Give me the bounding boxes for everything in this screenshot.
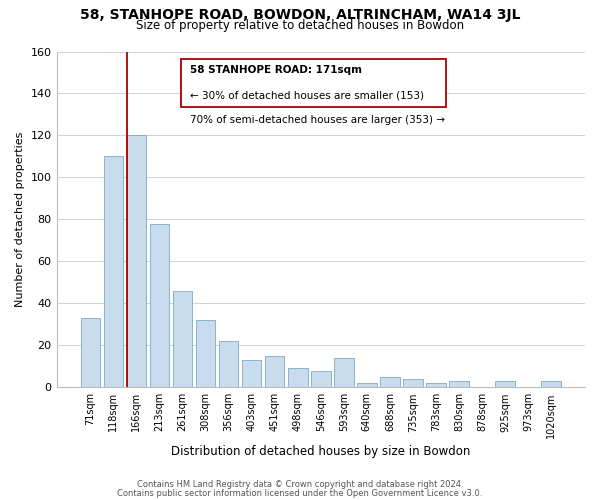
Bar: [80, 318, 100, 388]
Y-axis label: Number of detached properties: Number of detached properties: [15, 132, 25, 307]
Text: Contains HM Land Registry data © Crown copyright and database right 2024.: Contains HM Land Registry data © Crown c…: [137, 480, 463, 489]
Bar: [403, 379, 423, 388]
Text: Contains public sector information licensed under the Open Government Licence v3: Contains public sector information licen…: [118, 488, 482, 498]
Bar: [496, 381, 515, 388]
Bar: [288, 368, 308, 388]
Bar: [104, 156, 123, 388]
Bar: [357, 383, 377, 388]
Text: 58 STANHOPE ROAD: 171sqm
← 30% of detached houses are smaller (153)
70% of semi-: 58 STANHOPE ROAD: 171sqm ← 30% of detach…: [186, 64, 441, 102]
Bar: [334, 358, 353, 388]
Bar: [541, 381, 561, 388]
Bar: [149, 224, 169, 388]
Text: Size of property relative to detached houses in Bowdon: Size of property relative to detached ho…: [136, 19, 464, 32]
Bar: [311, 370, 331, 388]
X-axis label: Distribution of detached houses by size in Bowdon: Distribution of detached houses by size …: [171, 444, 470, 458]
Text: 58, STANHOPE ROAD, BOWDON, ALTRINCHAM, WA14 3JL: 58, STANHOPE ROAD, BOWDON, ALTRINCHAM, W…: [80, 8, 520, 22]
Bar: [196, 320, 215, 388]
Bar: [173, 291, 193, 388]
Text: ← 30% of detached houses are smaller (153): ← 30% of detached houses are smaller (15…: [190, 90, 424, 100]
Bar: [242, 360, 262, 388]
Bar: [380, 377, 400, 388]
Bar: [265, 356, 284, 388]
Text: 70% of semi-detached houses are larger (353) →: 70% of semi-detached houses are larger (…: [190, 116, 445, 126]
Bar: [426, 383, 446, 388]
Bar: [219, 341, 238, 388]
Bar: [449, 381, 469, 388]
Text: 58 STANHOPE ROAD: 171sqm: 58 STANHOPE ROAD: 171sqm: [190, 65, 362, 75]
Bar: [127, 136, 146, 388]
